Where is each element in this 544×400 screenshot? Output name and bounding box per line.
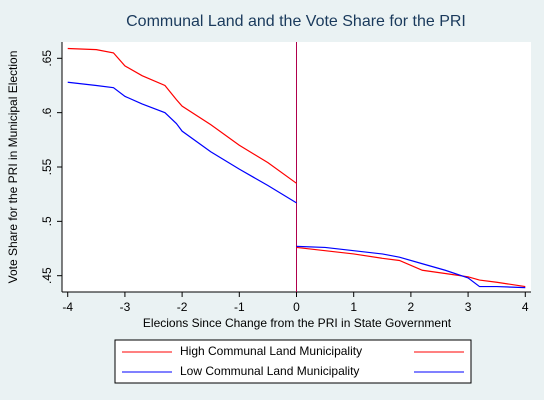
series-line [67,81,526,289]
y-tick-label: .6 [40,107,54,117]
y-tick-label: .45 [40,267,54,284]
x-tick-label: 3 [465,300,472,314]
y-tick-label: .5 [40,216,54,226]
x-axis-title: Elecions Since Change from the PRI in St… [143,316,452,330]
y-tick-label: .55 [40,158,54,175]
legend-label: High Communal Land Municipality [180,344,362,358]
series-line [67,47,526,288]
x-tick-label: -1 [234,300,245,314]
chart-title: Communal Land and the Vote Share for the… [126,13,466,30]
x-tick-label: 1 [350,300,357,314]
x-tick-label: 2 [408,300,415,314]
x-tick-label: -3 [120,300,131,314]
x-tick-label: 4 [522,300,529,314]
x-tick-label: -4 [62,300,73,314]
legend-box [114,339,472,384]
x-tick-label: 0 [293,300,300,314]
y-tick-label: .65 [40,50,54,67]
x-tick-label: -2 [177,300,188,314]
y-axis-title: Vote Share for the PRI in Municipal Elec… [6,51,20,284]
legend-label: Low Communal Land Municipality [180,364,359,378]
